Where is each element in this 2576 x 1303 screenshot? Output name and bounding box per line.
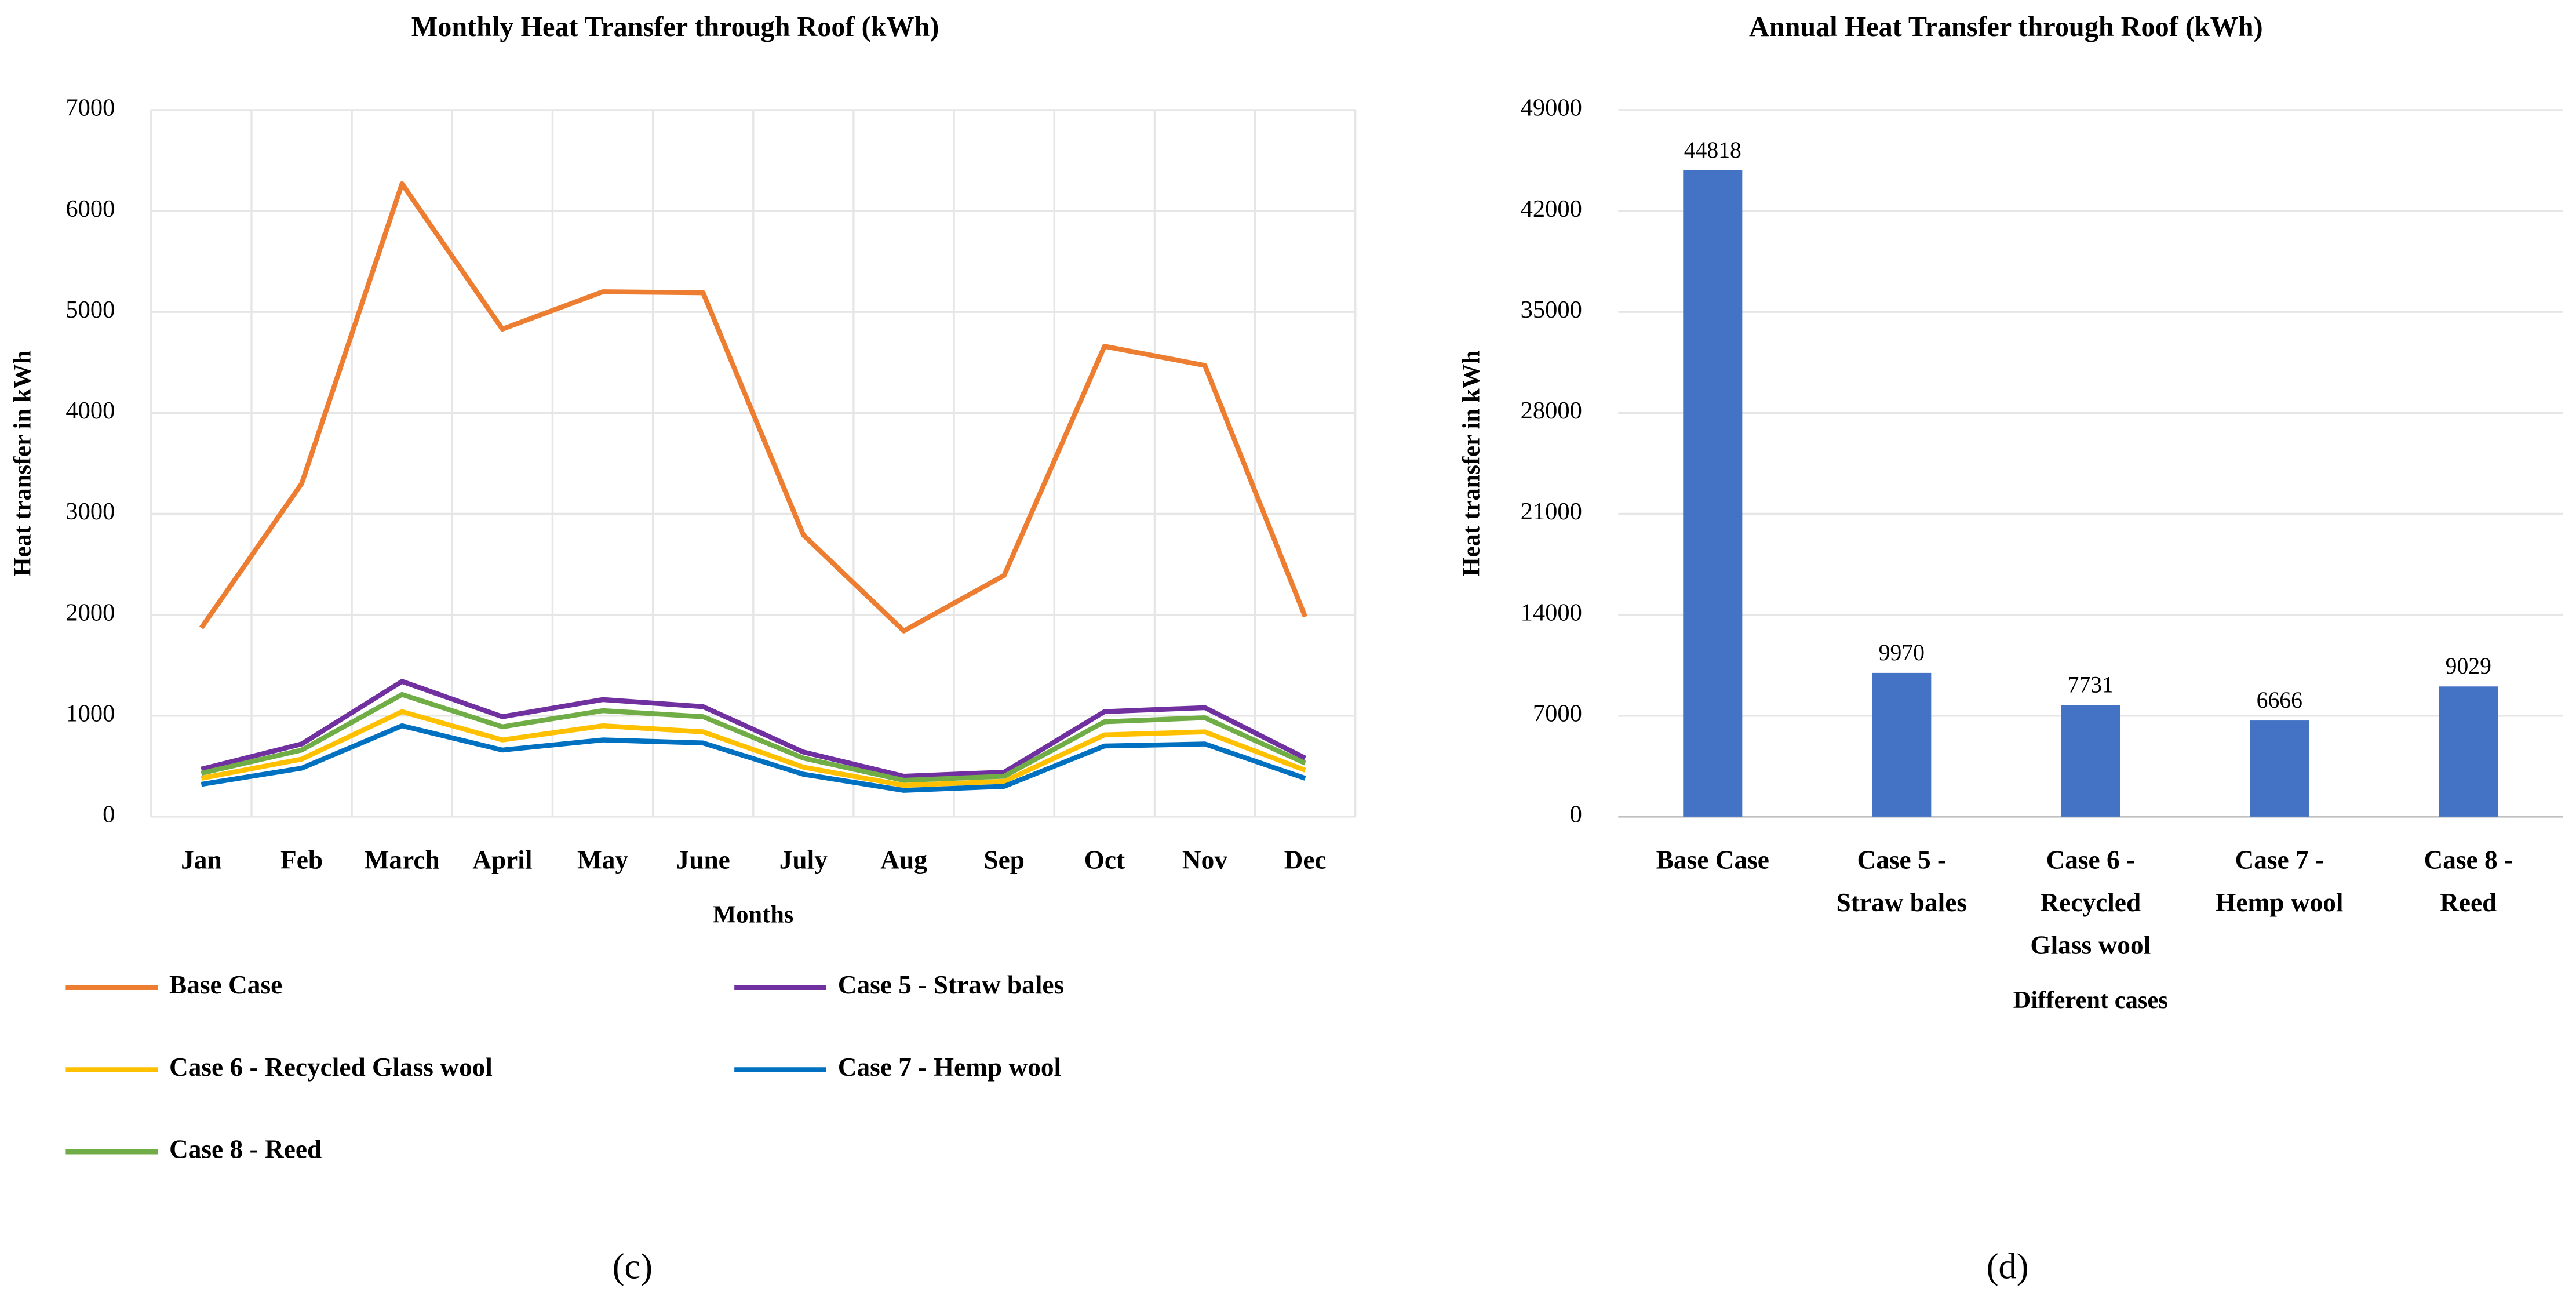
value-label: 9970 xyxy=(1879,640,1925,665)
y-tick-label: 0 xyxy=(1570,801,1582,828)
x-tick-label: Aug xyxy=(880,846,927,875)
y-tick-label: 5000 xyxy=(65,296,115,323)
legend-label: Case 6 - Recycled Glass wool xyxy=(169,1053,493,1082)
chart-title: Monthly Heat Transfer through Roof (kWh) xyxy=(411,12,939,42)
x-tick-label: Case 7 -Hemp wool xyxy=(2216,846,2343,918)
y-tick-label: 14000 xyxy=(1521,599,1582,626)
x-tick-label: Dec xyxy=(1284,846,1327,875)
series-line xyxy=(201,709,1306,788)
y-tick-label: 49000 xyxy=(1521,94,1582,122)
bar xyxy=(1872,672,1932,817)
y-tick-label: 42000 xyxy=(1521,195,1582,223)
y-tick-label: 7000 xyxy=(65,94,115,122)
x-tick-label: Feb xyxy=(280,846,323,875)
y-tick-label: 2000 xyxy=(65,599,115,626)
x-axis-label: Months xyxy=(713,901,793,929)
y-tick-label: 4000 xyxy=(65,397,115,424)
y-tick-label: 1000 xyxy=(65,700,115,727)
series-line xyxy=(201,679,1307,779)
value-label: 6666 xyxy=(2257,687,2302,713)
x-tick-label: July xyxy=(779,846,828,875)
value-label: 7731 xyxy=(2068,672,2114,698)
y-tick-label: 35000 xyxy=(1521,296,1582,323)
x-tick-label: Base Case xyxy=(1656,846,1769,875)
x-tick-label: March xyxy=(365,846,440,875)
y-tick-label: 6000 xyxy=(65,195,115,223)
legend-label: Case 7 - Hemp wool xyxy=(838,1053,1061,1082)
x-tick-label: Sep xyxy=(983,846,1025,875)
value-label: 9029 xyxy=(2446,653,2491,679)
y-tick-label: 3000 xyxy=(65,498,115,525)
bar xyxy=(2250,720,2309,817)
caption: (d) xyxy=(1987,1247,2029,1287)
x-tick-label: Nov xyxy=(1182,846,1227,875)
x-tick-label: Case 5 -Straw bales xyxy=(1837,846,1967,918)
y-tick-label: 28000 xyxy=(1521,397,1582,424)
chart-title: Annual Heat Transfer through Roof (kWh) xyxy=(1749,12,2263,42)
x-tick-label: April xyxy=(472,846,532,875)
bar xyxy=(2061,705,2120,817)
x-tick-label: Case 8 -Reed xyxy=(2424,846,2513,918)
bar xyxy=(2439,686,2498,817)
y-axis-label: Heat transfer in kWh xyxy=(1458,350,1485,576)
y-axis-label: Heat transfer in kWh xyxy=(9,350,36,576)
x-tick-label: Case 6 -Recycled Glass wool xyxy=(2030,846,2151,960)
x-tick-label: Oct xyxy=(1084,846,1125,875)
series-line xyxy=(199,181,1308,634)
y-tick-label: 7000 xyxy=(1533,700,1582,727)
x-tick-label: May xyxy=(577,846,628,875)
legend-label: Base Case xyxy=(169,970,282,999)
legend-label: Case 5 - Straw bales xyxy=(838,970,1064,999)
bar xyxy=(1683,170,1743,817)
x-tick-label: June xyxy=(676,846,730,875)
x-axis-label: Different cases xyxy=(2013,987,2168,1014)
value-label: 44818 xyxy=(1684,137,1741,163)
y-tick-label: 21000 xyxy=(1521,498,1582,525)
series-line xyxy=(201,723,1306,793)
y-tick-label: 0 xyxy=(103,801,115,828)
x-tick-label: Jan xyxy=(181,846,222,875)
caption: (c) xyxy=(613,1247,653,1287)
legend-label: Case 8 - Reed xyxy=(169,1135,322,1164)
series-line xyxy=(201,691,1306,783)
